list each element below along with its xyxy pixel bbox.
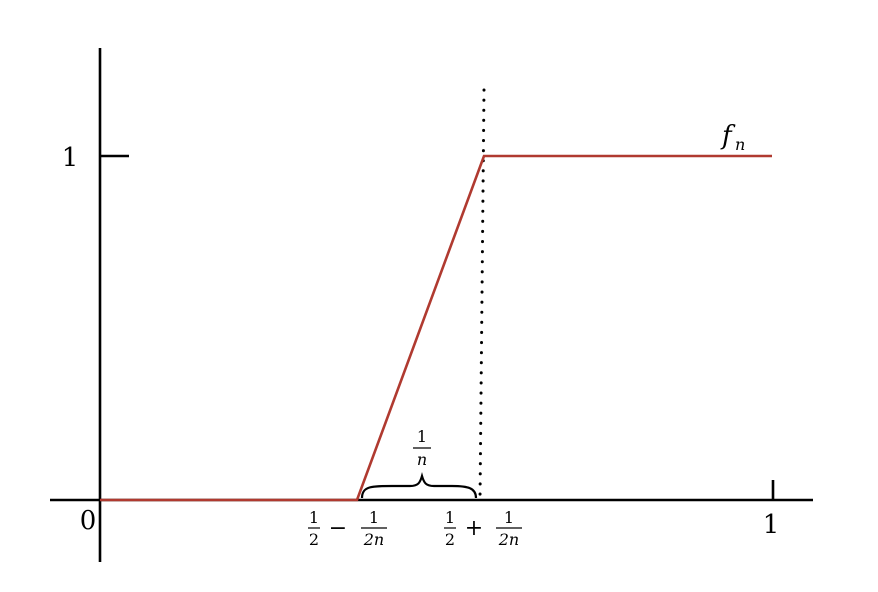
brace-label-num: 1 [417,427,427,446]
right-frac2-num: 1 [504,508,514,527]
x-tick-label-origin: 0 [80,506,97,536]
brace-label-den: n [417,450,427,469]
series-label-base: f [720,121,736,151]
interval-brace [360,471,478,499]
y-tick-label-one: 1 [62,143,79,173]
right-operator: + [465,516,483,541]
left-frac2-den: 2n [363,530,384,549]
series-label-subscript: n [735,135,745,154]
left-frac1-num: 1 [309,508,319,527]
left-frac2-num: 1 [369,508,379,527]
right-frac1-num: 1 [445,508,455,527]
x-tick-label-left: 1 2 − 1 2n [308,508,387,549]
series-line-f-n [100,154,772,502]
x-tick-label-one: 1 [763,510,780,540]
right-frac2-den: 2n [498,530,519,549]
right-frac1-den: 2 [445,530,455,549]
left-operator: − [329,516,347,541]
guide-line [478,88,486,502]
left-frac1-den: 2 [309,530,319,549]
x-tick-label-right: 1 2 + 1 2n [444,508,522,549]
